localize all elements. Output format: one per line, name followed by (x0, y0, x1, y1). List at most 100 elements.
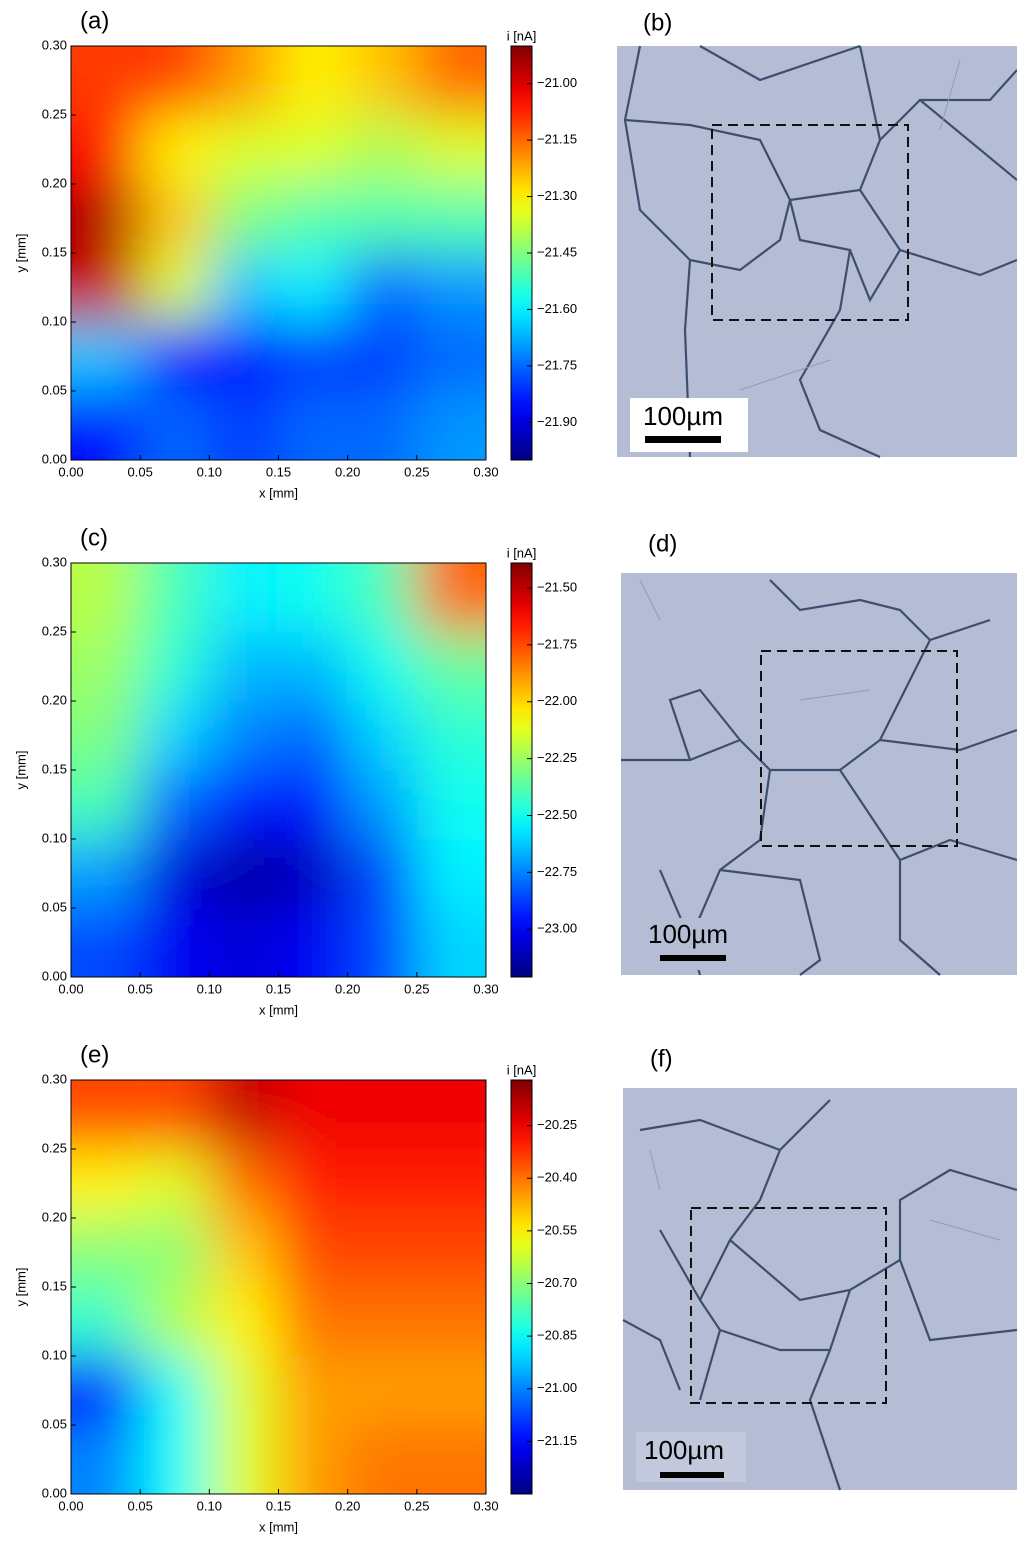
y-tick-label: 0.10 (42, 1347, 67, 1362)
colorbar-tick-label: −23.00 (537, 921, 577, 936)
heatmap-cells (71, 563, 486, 977)
panel-label: (e) (80, 1041, 109, 1068)
colorbar-tick-label: −22.50 (537, 807, 577, 822)
y-tick-label: 0.15 (42, 1278, 67, 1293)
x-tick-label: 0.15 (266, 981, 291, 996)
colorbar-tick-label: −21.75 (537, 636, 577, 651)
panel-label: (d) (648, 530, 677, 557)
heatmap-cell (278, 839, 349, 909)
micrograph-image (621, 573, 1017, 975)
heatmap-cell (140, 1149, 210, 1219)
scale-bar (660, 1472, 724, 1478)
heatmap-cell (416, 1149, 486, 1219)
heatmap-cell (209, 1287, 279, 1357)
colorbar-tick-label: −21.45 (537, 244, 577, 259)
heatmap-cell (140, 770, 210, 840)
colorbar-tick-label: −21.90 (537, 414, 577, 429)
heatmap-cell (140, 839, 210, 909)
x-tick-label: 0.25 (404, 464, 429, 479)
heatmap-cell (140, 391, 210, 460)
y-tick-label: 0.20 (42, 1209, 67, 1224)
heatmap-cell (347, 770, 418, 840)
heatmap-cell (140, 1425, 210, 1494)
heatmap-cell (347, 391, 418, 460)
heatmap-cell (278, 391, 349, 460)
heatmap-cell (209, 701, 279, 771)
y-tick-label: 0.25 (42, 1140, 67, 1155)
x-tick-label: 0.20 (335, 464, 360, 479)
colorbar-tick-label: −21.75 (537, 357, 577, 372)
heatmap-cell (278, 253, 349, 323)
heatmap-panel: 0.00 0.05 0.10 0.15 0.20 0.25 0.30 0.00 0.05 0.10… (13, 524, 577, 1017)
x-tick-label: 0.00 (58, 464, 83, 479)
panel-label: (f) (650, 1045, 673, 1072)
y-tick-label: 0.20 (42, 175, 67, 190)
micrograph-image (617, 46, 1017, 457)
scale-label: 100µm (643, 401, 723, 431)
heatmap-cell (209, 184, 279, 254)
heatmap-cell (209, 322, 279, 392)
micrograph-image (623, 1088, 1017, 1490)
heatmap-cell (71, 184, 141, 254)
heatmap-cell (347, 1149, 418, 1219)
heatmap-cell (140, 322, 210, 392)
heatmap-cell (71, 1425, 141, 1494)
heatmap-cell (71, 115, 141, 185)
heatmap (71, 563, 486, 977)
y-tick-label: 0.15 (42, 244, 67, 259)
heatmap-cell (140, 701, 210, 771)
y-tick-label: 0.15 (42, 761, 67, 776)
x-tick-label: 0.10 (197, 981, 222, 996)
colorbar-tick-label: −22.25 (537, 750, 577, 765)
y-tick-label: 0.30 (42, 37, 67, 52)
x-tick-label: 0.05 (128, 981, 153, 996)
heatmap-cell (140, 115, 210, 185)
x-tick-label: 0.30 (473, 464, 498, 479)
heatmap-cell (416, 115, 486, 185)
x-axis-label: x [mm] (259, 1002, 298, 1017)
heatmap-cell (209, 632, 279, 702)
y-tick-label: 0.20 (42, 692, 67, 707)
heatmap-cell (140, 46, 210, 116)
heatmap-cell (71, 908, 141, 977)
x-tick-label: 0.10 (197, 464, 222, 479)
heatmap-cell (416, 770, 486, 840)
x-tick-label: 0.15 (266, 1498, 291, 1513)
heatmap-cell (140, 1080, 210, 1150)
heatmap-cell (347, 1218, 418, 1288)
y-tick-label: 0.00 (42, 1485, 67, 1500)
y-tick-label: 0.05 (42, 1416, 67, 1431)
heatmap-cell (209, 1218, 279, 1288)
heatmap-cell (416, 184, 486, 254)
heatmap-cell (416, 322, 486, 392)
colorbar-tick-label: −20.40 (537, 1170, 577, 1185)
colorbar-tick-label: −22.00 (537, 693, 577, 708)
heatmap-cell (347, 46, 418, 116)
heatmap-cell (278, 632, 349, 702)
x-tick-label: 0.05 (128, 1498, 153, 1513)
y-tick-label: 0.10 (42, 313, 67, 328)
colorbar-tick-label: −21.15 (537, 1433, 577, 1448)
heatmap (71, 46, 486, 460)
y-tick-label: 0.00 (42, 968, 67, 983)
heatmap-cell (209, 391, 279, 460)
heatmap-cell (416, 839, 486, 909)
x-tick-label: 0.15 (266, 464, 291, 479)
colorbar-tick-label: −20.85 (537, 1328, 577, 1343)
colorbar-label: i [nA] (507, 545, 537, 560)
heatmap-cell (416, 908, 486, 977)
heatmap-cell (347, 908, 418, 977)
dashed-region (690, 1207, 887, 1404)
heatmap-cell (347, 701, 418, 771)
colorbar-tick-label: −20.25 (537, 1117, 577, 1132)
heatmap-cell (416, 1425, 486, 1494)
y-tick-label: 0.30 (42, 1071, 67, 1086)
heatmap-cell (347, 563, 418, 633)
scale-box (640, 918, 752, 970)
heatmap-cell (416, 701, 486, 771)
heatmap-cell (140, 253, 210, 323)
colorbar (510, 562, 533, 978)
heatmap-cell (278, 184, 349, 254)
heatmap-cell (140, 184, 210, 254)
